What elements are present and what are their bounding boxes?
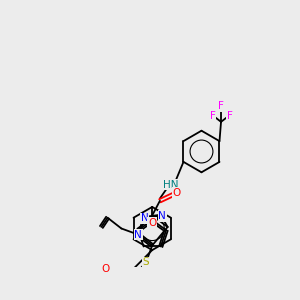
Text: N: N: [141, 214, 148, 224]
Text: F: F: [218, 101, 224, 112]
Text: HN: HN: [163, 180, 178, 190]
Text: O: O: [173, 188, 181, 198]
Text: N: N: [134, 230, 142, 240]
Text: F: F: [210, 111, 215, 121]
Text: N: N: [158, 211, 166, 221]
Text: O: O: [148, 218, 156, 228]
Text: S: S: [143, 257, 149, 267]
Text: F: F: [226, 111, 232, 121]
Text: O: O: [101, 264, 110, 274]
